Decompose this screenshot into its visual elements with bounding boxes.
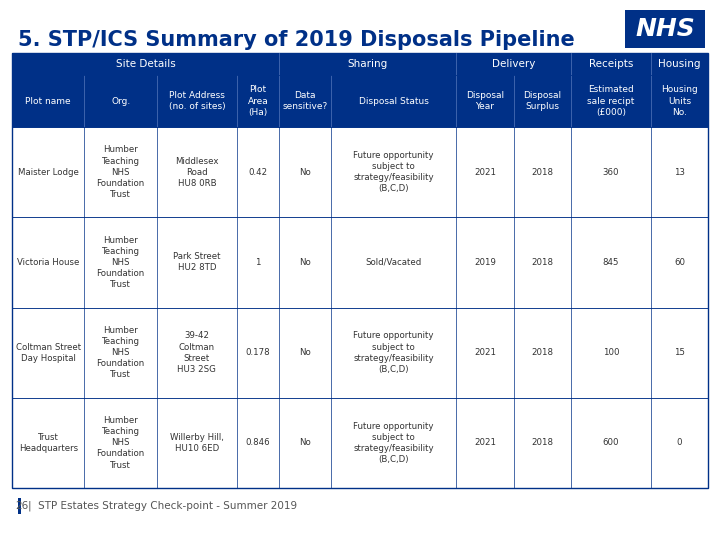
Text: Plot Address
(no. of sites): Plot Address (no. of sites)	[168, 91, 225, 111]
Text: No: No	[299, 258, 310, 267]
Text: Trust
Headquarters: Trust Headquarters	[19, 433, 78, 453]
Text: Housing
Units
No.: Housing Units No.	[661, 85, 698, 117]
Text: 1: 1	[255, 258, 261, 267]
Text: 0.178: 0.178	[246, 348, 270, 357]
FancyBboxPatch shape	[12, 217, 708, 307]
Text: 15: 15	[674, 348, 685, 357]
Text: Receipts: Receipts	[589, 59, 633, 69]
Text: 2021: 2021	[474, 438, 496, 447]
Text: Sharing: Sharing	[348, 59, 388, 69]
Text: Willerby Hill,
HU10 6ED: Willerby Hill, HU10 6ED	[170, 433, 224, 453]
FancyBboxPatch shape	[12, 307, 708, 398]
Text: Humber
Teaching
NHS
Foundation
Trust: Humber Teaching NHS Foundation Trust	[96, 326, 145, 379]
Text: |  STP Estates Strategy Check-point - Summer 2019: | STP Estates Strategy Check-point - Sum…	[28, 501, 297, 511]
Text: Org.: Org.	[111, 97, 130, 105]
Text: Housing: Housing	[658, 59, 701, 69]
Text: 39-42
Coltman
Street
HU3 2SG: 39-42 Coltman Street HU3 2SG	[177, 332, 216, 374]
Text: Disposal
Year: Disposal Year	[466, 91, 504, 111]
Text: Maister Lodge: Maister Lodge	[18, 167, 78, 177]
Text: 2019: 2019	[474, 258, 496, 267]
Text: Victoria House: Victoria House	[17, 258, 79, 267]
Text: Humber
Teaching
NHS
Foundation
Trust: Humber Teaching NHS Foundation Trust	[96, 235, 145, 289]
Text: Future opportunity
subject to
strategy/feasibility
(B,C,D): Future opportunity subject to strategy/f…	[354, 332, 434, 374]
Text: NHS: NHS	[635, 17, 695, 41]
Text: Plot
Area
(Ha): Plot Area (Ha)	[248, 85, 269, 117]
Text: 360: 360	[603, 167, 619, 177]
FancyBboxPatch shape	[12, 75, 708, 127]
Text: No: No	[299, 438, 310, 447]
Text: Plot name: Plot name	[25, 97, 71, 105]
Text: Estimated
sale recipt
(£000): Estimated sale recipt (£000)	[587, 85, 634, 117]
Text: Park Street
HU2 8TD: Park Street HU2 8TD	[173, 252, 220, 272]
Text: No: No	[299, 348, 310, 357]
Text: Future opportunity
subject to
strategy/feasibility
(B,C,D): Future opportunity subject to strategy/f…	[354, 151, 434, 193]
Text: 2018: 2018	[531, 438, 553, 447]
Text: Disposal
Surplus: Disposal Surplus	[523, 91, 562, 111]
Text: Future opportunity
subject to
strategy/feasibility
(B,C,D): Future opportunity subject to strategy/f…	[354, 422, 434, 464]
Text: 60: 60	[674, 258, 685, 267]
Text: 100: 100	[603, 348, 619, 357]
Text: 5. STP/ICS Summary of 2019 Disposals Pipeline: 5. STP/ICS Summary of 2019 Disposals Pip…	[18, 30, 575, 50]
FancyBboxPatch shape	[12, 398, 708, 488]
Text: 0.42: 0.42	[248, 167, 267, 177]
Text: 2018: 2018	[531, 167, 553, 177]
Text: Delivery: Delivery	[492, 59, 535, 69]
Text: 0.846: 0.846	[246, 438, 270, 447]
Text: 2021: 2021	[474, 348, 496, 357]
Text: 2018: 2018	[531, 258, 553, 267]
Text: 0: 0	[677, 438, 682, 447]
Text: Humber
Teaching
NHS
Foundation
Trust: Humber Teaching NHS Foundation Trust	[96, 145, 145, 199]
Text: Data
sensitive?: Data sensitive?	[282, 91, 328, 111]
Text: 2018: 2018	[531, 348, 553, 357]
Text: Middlesex
Road
HU8 0RB: Middlesex Road HU8 0RB	[175, 157, 219, 188]
Text: 600: 600	[603, 438, 619, 447]
Text: Disposal Status: Disposal Status	[359, 97, 428, 105]
Text: Humber
Teaching
NHS
Foundation
Trust: Humber Teaching NHS Foundation Trust	[96, 416, 145, 470]
FancyBboxPatch shape	[12, 127, 708, 217]
FancyBboxPatch shape	[12, 53, 708, 75]
Text: Site Details: Site Details	[115, 59, 175, 69]
Text: 2021: 2021	[474, 167, 496, 177]
Text: Coltman Street
Day Hospital: Coltman Street Day Hospital	[16, 342, 81, 363]
FancyBboxPatch shape	[18, 498, 21, 514]
Text: 13: 13	[674, 167, 685, 177]
Text: 26: 26	[15, 501, 28, 511]
Text: No: No	[299, 167, 310, 177]
Text: Sold/Vacated: Sold/Vacated	[366, 258, 422, 267]
FancyBboxPatch shape	[625, 10, 705, 48]
Text: 845: 845	[603, 258, 619, 267]
